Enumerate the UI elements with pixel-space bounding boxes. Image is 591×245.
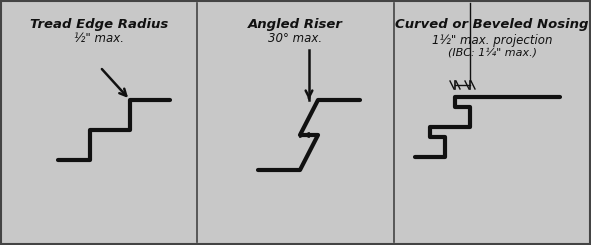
Text: ½" max.: ½" max.	[74, 32, 124, 45]
Text: Curved or Beveled Nosing: Curved or Beveled Nosing	[395, 18, 589, 31]
Text: (IBC: 1¼" max.): (IBC: 1¼" max.)	[447, 48, 537, 58]
Text: 30° max.: 30° max.	[268, 32, 322, 45]
Text: 1½" max. projection: 1½" max. projection	[432, 34, 552, 47]
Text: Angled Riser: Angled Riser	[248, 18, 342, 31]
Text: Tread Edge Radius: Tread Edge Radius	[30, 18, 168, 31]
